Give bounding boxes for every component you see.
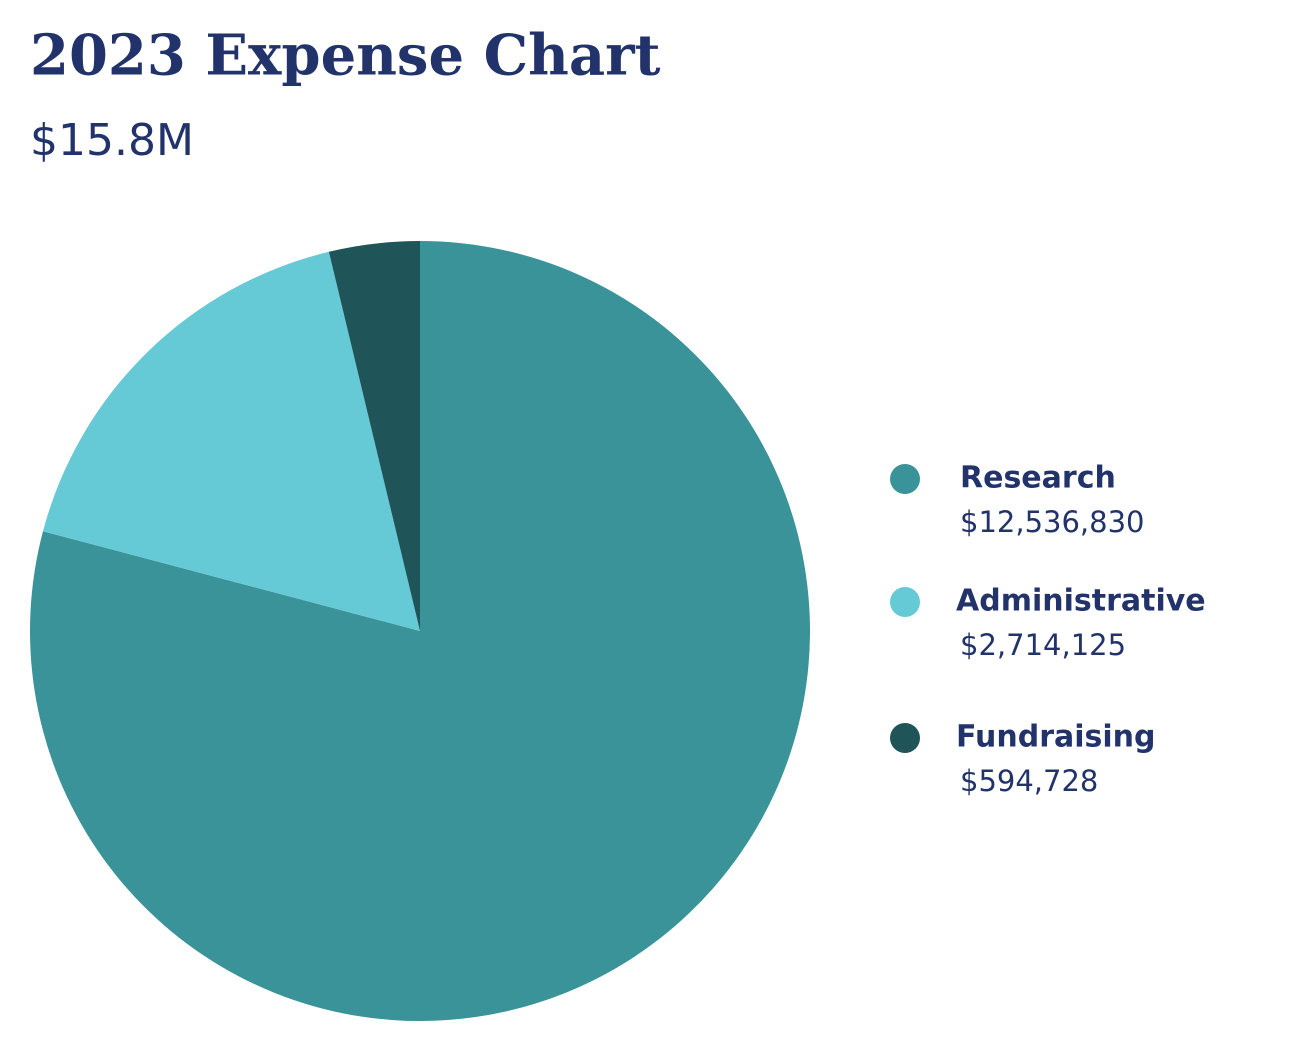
- pie-slice: [29, 241, 811, 1022]
- legend-label: Administrative: [956, 584, 1206, 619]
- legend-label: Research: [960, 461, 1116, 496]
- legend-marker: [890, 464, 920, 494]
- legend-value: $12,536,830: [960, 505, 1145, 539]
- pie-slice: [328, 241, 420, 631]
- legend-label: Fundraising: [956, 720, 1155, 755]
- pie-slice: [42, 251, 421, 632]
- legend-value: $2,714,125: [960, 628, 1126, 662]
- legend-value: $594,728: [960, 764, 1098, 798]
- chart-title: 2023 Expense Chart: [30, 23, 661, 89]
- chart-subtitle: $15.8M: [30, 115, 194, 166]
- legend-marker: [890, 587, 920, 617]
- legend-marker: [890, 723, 920, 753]
